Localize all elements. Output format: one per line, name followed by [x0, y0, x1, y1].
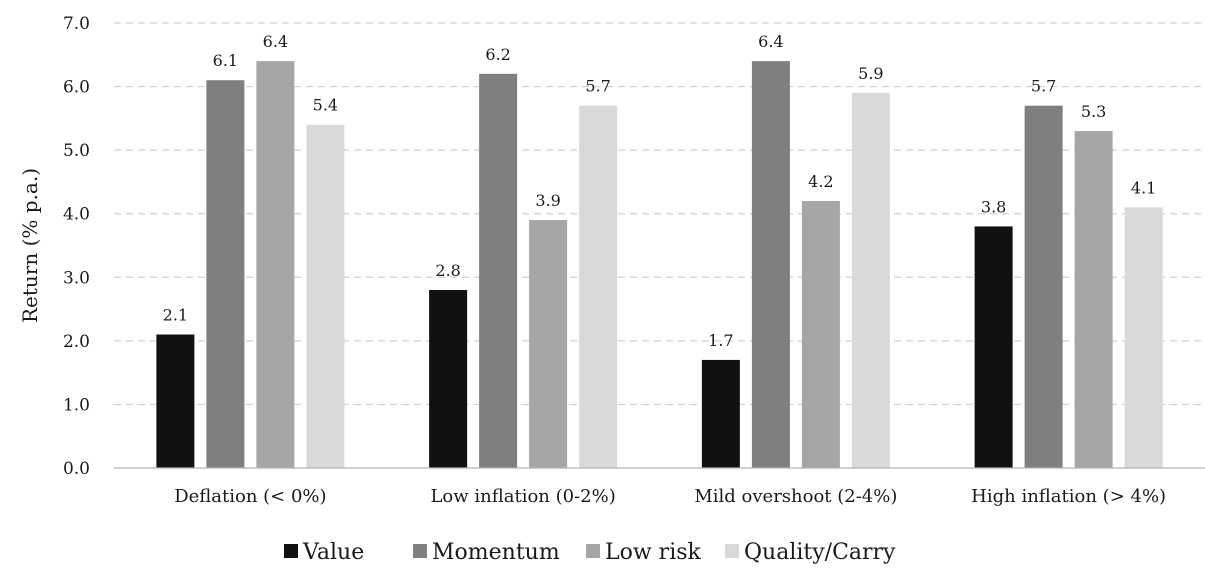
data-label: 1.7 — [708, 331, 733, 350]
legend-label: Quality/Carry — [744, 540, 896, 565]
bar — [701, 359, 740, 468]
data-label: 3.9 — [535, 191, 560, 210]
bar — [851, 92, 890, 468]
data-labels: 2.1 6.1 6.4 5.4 2.8 6.2 3.9 5.7 1.7 6.4 4.2 5.9 3.8 5… — [163, 32, 1157, 350]
y-tick-label: 5.0 — [63, 141, 90, 161]
x-axis-categories: Deflation (< 0%) Low inflation (0-2%) Mild… — [174, 486, 1166, 507]
bars — [156, 61, 1163, 469]
data-label: 6.1 — [213, 51, 238, 70]
data-label: 2.8 — [435, 261, 460, 280]
bar — [256, 61, 295, 469]
legend: Value Momentum Low risk Quality/Carry — [284, 540, 896, 565]
data-label: 5.7 — [585, 77, 610, 96]
bar — [156, 334, 195, 468]
bar — [801, 201, 840, 468]
data-label: 3.8 — [981, 197, 1006, 216]
bar — [1024, 105, 1063, 469]
x-category-label: Deflation (< 0%) — [174, 486, 326, 507]
data-label: 5.7 — [1031, 77, 1056, 96]
data-label: 5.3 — [1081, 102, 1106, 121]
bar — [579, 105, 618, 469]
y-tick-label: 1.0 — [63, 395, 90, 415]
bar — [429, 290, 468, 468]
bar — [751, 61, 790, 469]
y-tick-label: 7.0 — [63, 14, 90, 34]
data-label: 6.2 — [485, 45, 510, 64]
bar — [479, 73, 518, 468]
y-tick-label: 3.0 — [63, 268, 90, 288]
y-tick-label: 6.0 — [63, 78, 90, 98]
legend-swatch — [586, 544, 600, 558]
legend-swatch — [413, 544, 427, 558]
y-tick-label: 0.0 — [63, 459, 90, 479]
bar — [206, 80, 245, 468]
y-axis-ticks: 0.0 1.0 2.0 3.0 4.0 5.0 6.0 7.0 — [63, 14, 90, 479]
data-label: 5.9 — [858, 64, 883, 83]
legend-swatch — [725, 544, 739, 558]
x-category-label: Low inflation (0-2%) — [430, 486, 615, 507]
data-label: 2.1 — [163, 306, 188, 325]
x-category-label: Mild overshoot (2-4%) — [694, 486, 897, 507]
bar — [306, 124, 345, 468]
legend-label: Momentum — [432, 540, 560, 565]
data-label: 4.2 — [808, 172, 833, 191]
x-category-label: High inflation (> 4%) — [971, 486, 1166, 507]
bar — [974, 226, 1013, 468]
data-label: 4.1 — [1131, 178, 1156, 197]
legend-swatch — [284, 544, 298, 558]
bar — [1124, 207, 1163, 468]
bar — [529, 220, 568, 468]
y-tick-label: 2.0 — [63, 332, 90, 352]
data-label: 6.4 — [758, 32, 783, 51]
gridlines — [114, 22, 1205, 406]
legend-label: Value — [302, 540, 364, 565]
bar — [1074, 131, 1113, 469]
legend-label: Low risk — [605, 540, 702, 565]
y-tick-label: 4.0 — [63, 205, 90, 225]
data-label: 6.4 — [263, 32, 288, 51]
data-label: 5.4 — [313, 96, 338, 115]
y-axis-title: Return (% p.a.) — [18, 168, 42, 323]
